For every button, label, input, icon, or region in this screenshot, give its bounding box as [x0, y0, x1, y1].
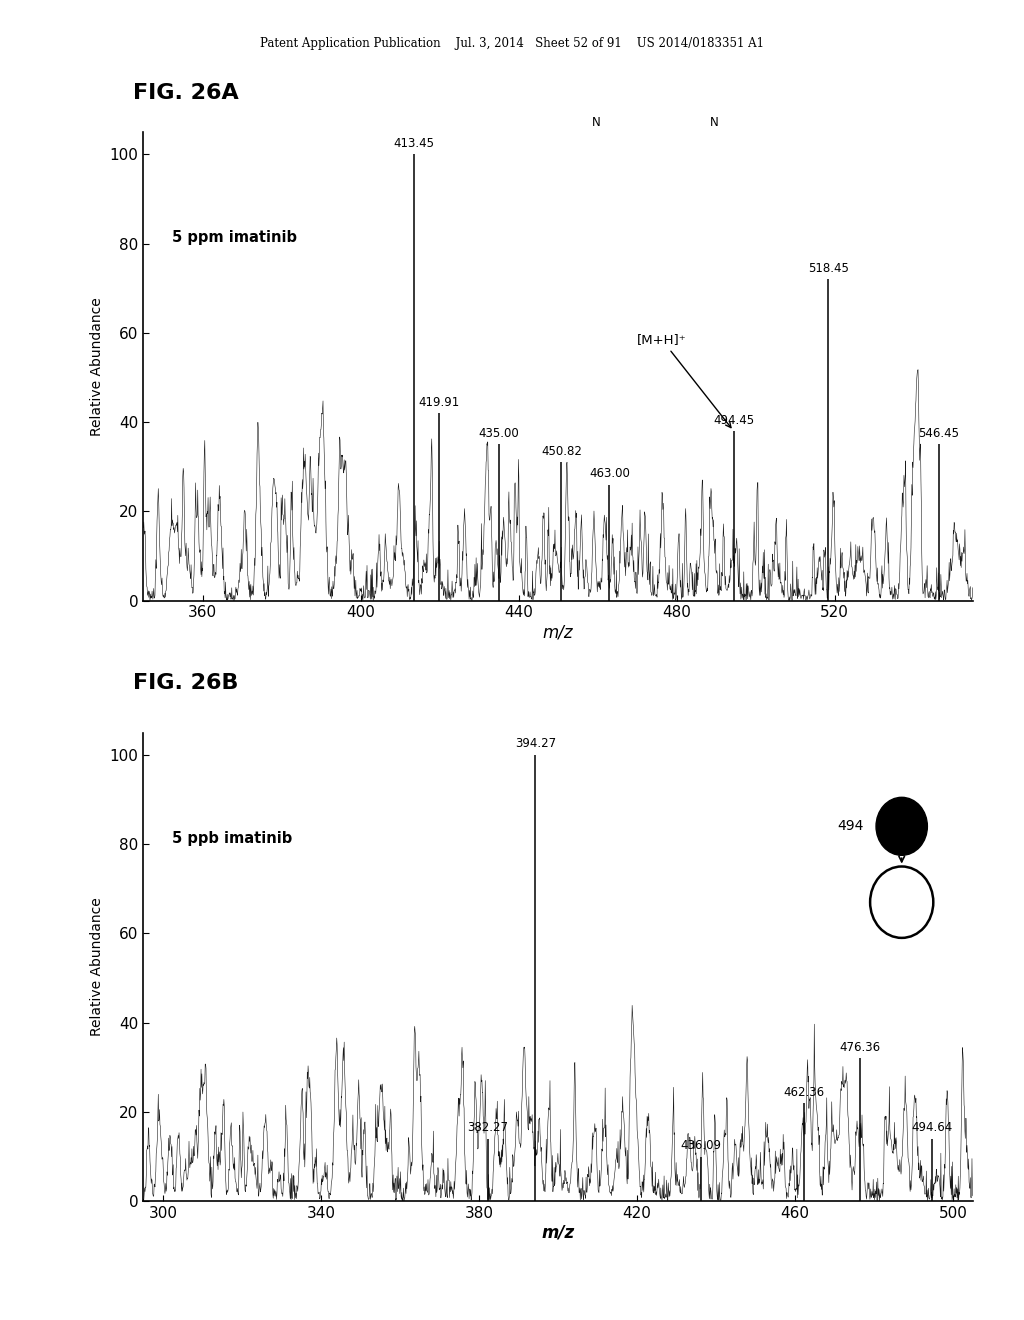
Text: 518.45: 518.45 — [808, 261, 849, 275]
Text: O: O — [560, 317, 569, 330]
Text: FIG. 26B: FIG. 26B — [133, 673, 239, 693]
Text: 463.00: 463.00 — [589, 467, 630, 480]
Text: 450.82: 450.82 — [541, 445, 582, 458]
Text: 476.36: 476.36 — [839, 1041, 881, 1053]
Circle shape — [870, 866, 933, 939]
Text: 546.45: 546.45 — [919, 426, 959, 440]
Text: N: N — [727, 329, 736, 342]
Text: 494.64: 494.64 — [911, 1121, 952, 1134]
Text: 494.45: 494.45 — [713, 413, 755, 426]
Text: N: N — [658, 370, 667, 383]
Y-axis label: Relative Abundance: Relative Abundance — [90, 297, 104, 436]
Text: 436.09: 436.09 — [680, 1139, 721, 1152]
Text: 462.36: 462.36 — [783, 1085, 825, 1098]
Text: 435.00: 435.00 — [478, 426, 519, 440]
Text: HN: HN — [604, 286, 622, 300]
Text: 382.27: 382.27 — [468, 1121, 509, 1134]
Text: CH₃: CH₃ — [748, 326, 767, 335]
Text: Patent Application Publication    Jul. 3, 2014   Sheet 52 of 91    US 2014/01833: Patent Application Publication Jul. 3, 2… — [260, 37, 764, 50]
Text: 494: 494 — [838, 820, 864, 833]
Text: FIG. 26A: FIG. 26A — [133, 83, 239, 103]
Text: N: N — [577, 174, 585, 187]
Text: 5 ppb imatinib: 5 ppb imatinib — [172, 832, 293, 846]
Text: 394.27: 394.27 — [515, 738, 556, 751]
X-axis label: m/z: m/z — [542, 1224, 574, 1242]
Text: HN: HN — [599, 190, 616, 203]
Text: 5 ppm imatinib: 5 ppm imatinib — [172, 231, 297, 246]
Text: [M+H]⁺: [M+H]⁺ — [637, 333, 731, 428]
Text: N: N — [710, 116, 719, 129]
Text: 419.91: 419.91 — [419, 396, 460, 409]
Circle shape — [876, 797, 928, 855]
Y-axis label: Relative Abundance: Relative Abundance — [90, 898, 104, 1036]
Text: N: N — [592, 116, 601, 129]
X-axis label: m/z: m/z — [543, 623, 573, 642]
Text: CH₃: CH₃ — [601, 203, 621, 214]
Text: 413.45: 413.45 — [393, 137, 434, 150]
